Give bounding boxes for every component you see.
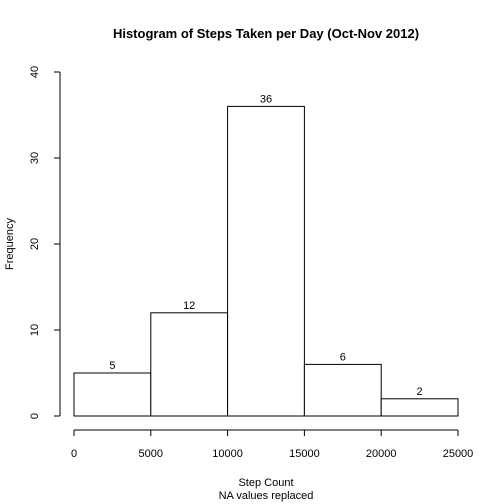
x-tick-label-1: 5000 [139,448,163,460]
y-tick-label-0: 0 [29,413,41,419]
data-label-2: 36 [260,93,272,105]
y-axis-label: Frequency [4,218,16,270]
data-labels-group: 5 12 36 6 2 [109,93,422,397]
x-axis-label: Step Count [238,477,293,489]
x-axis: 0 5000 10000 15000 20000 25000 [71,429,474,460]
data-label-3: 6 [340,351,346,363]
chart-title: Histogram of Steps Taken per Day (Oct-No… [113,26,419,41]
x-tick-label-0: 0 [71,448,77,460]
y-tick-label-2: 20 [29,238,41,250]
y-tick-label-4: 40 [29,66,41,78]
bar-1 [150,312,229,417]
bars-group [73,105,459,417]
bar-4 [380,398,459,417]
x-tick-label-4: 20000 [366,448,397,460]
y-axis: 0 10 20 30 40 [29,66,61,419]
y-tick-label-1: 10 [29,324,41,336]
bar-3 [303,363,382,417]
x-axis-sublabel: NA values replaced [219,490,314,502]
x-tick-label-3: 15000 [289,448,320,460]
bar-2 [227,105,305,417]
x-tick-label-2: 10000 [212,448,243,460]
bar-0 [73,372,152,417]
y-tick-label-3: 30 [29,152,41,164]
data-label-1: 12 [183,300,195,312]
data-label-0: 5 [109,360,115,372]
data-label-4: 2 [417,386,423,398]
x-tick-label-5: 25000 [443,448,474,460]
